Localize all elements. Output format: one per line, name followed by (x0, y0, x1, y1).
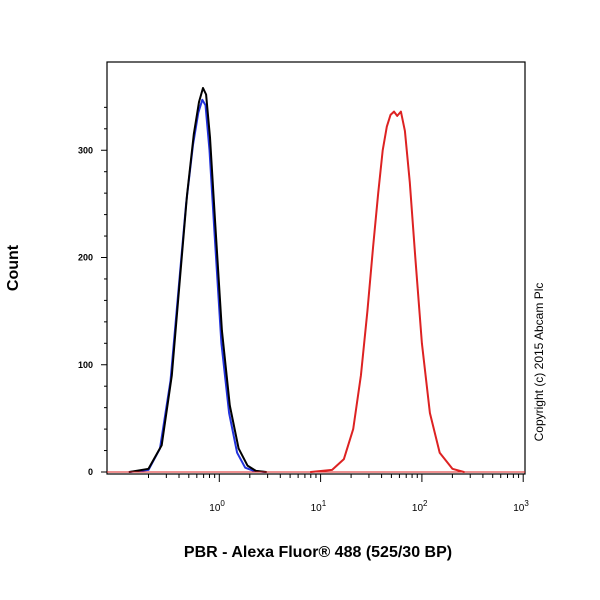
x-tick-label: 101 (311, 499, 327, 514)
y-tick-label: 200 (78, 253, 93, 263)
y-tick-label: 100 (78, 360, 93, 370)
histogram-series-0 (128, 98, 266, 473)
histogram-series-2 (309, 110, 465, 473)
copyright-watermark: Copyright (c) 2015 Abcam Plc (532, 283, 546, 442)
plot-frame (106, 61, 526, 475)
x-axis-title: PBR - Alexa Fluor® 488 (525/30 BP) (184, 544, 452, 561)
series-layer (107, 87, 525, 473)
x-tick-label: 103 (513, 499, 529, 514)
x-axis: 100 101 102 103 (147, 474, 529, 514)
x-tick-label: 100 (209, 499, 225, 514)
y-axis-title: Count (5, 244, 22, 291)
histogram-series-1 (128, 87, 268, 473)
y-axis: 0 100 200 300 (78, 106, 107, 477)
y-tick-label: 0 (88, 467, 93, 477)
y-tick-label: 300 (78, 145, 93, 155)
x-tick-label: 102 (412, 499, 428, 514)
